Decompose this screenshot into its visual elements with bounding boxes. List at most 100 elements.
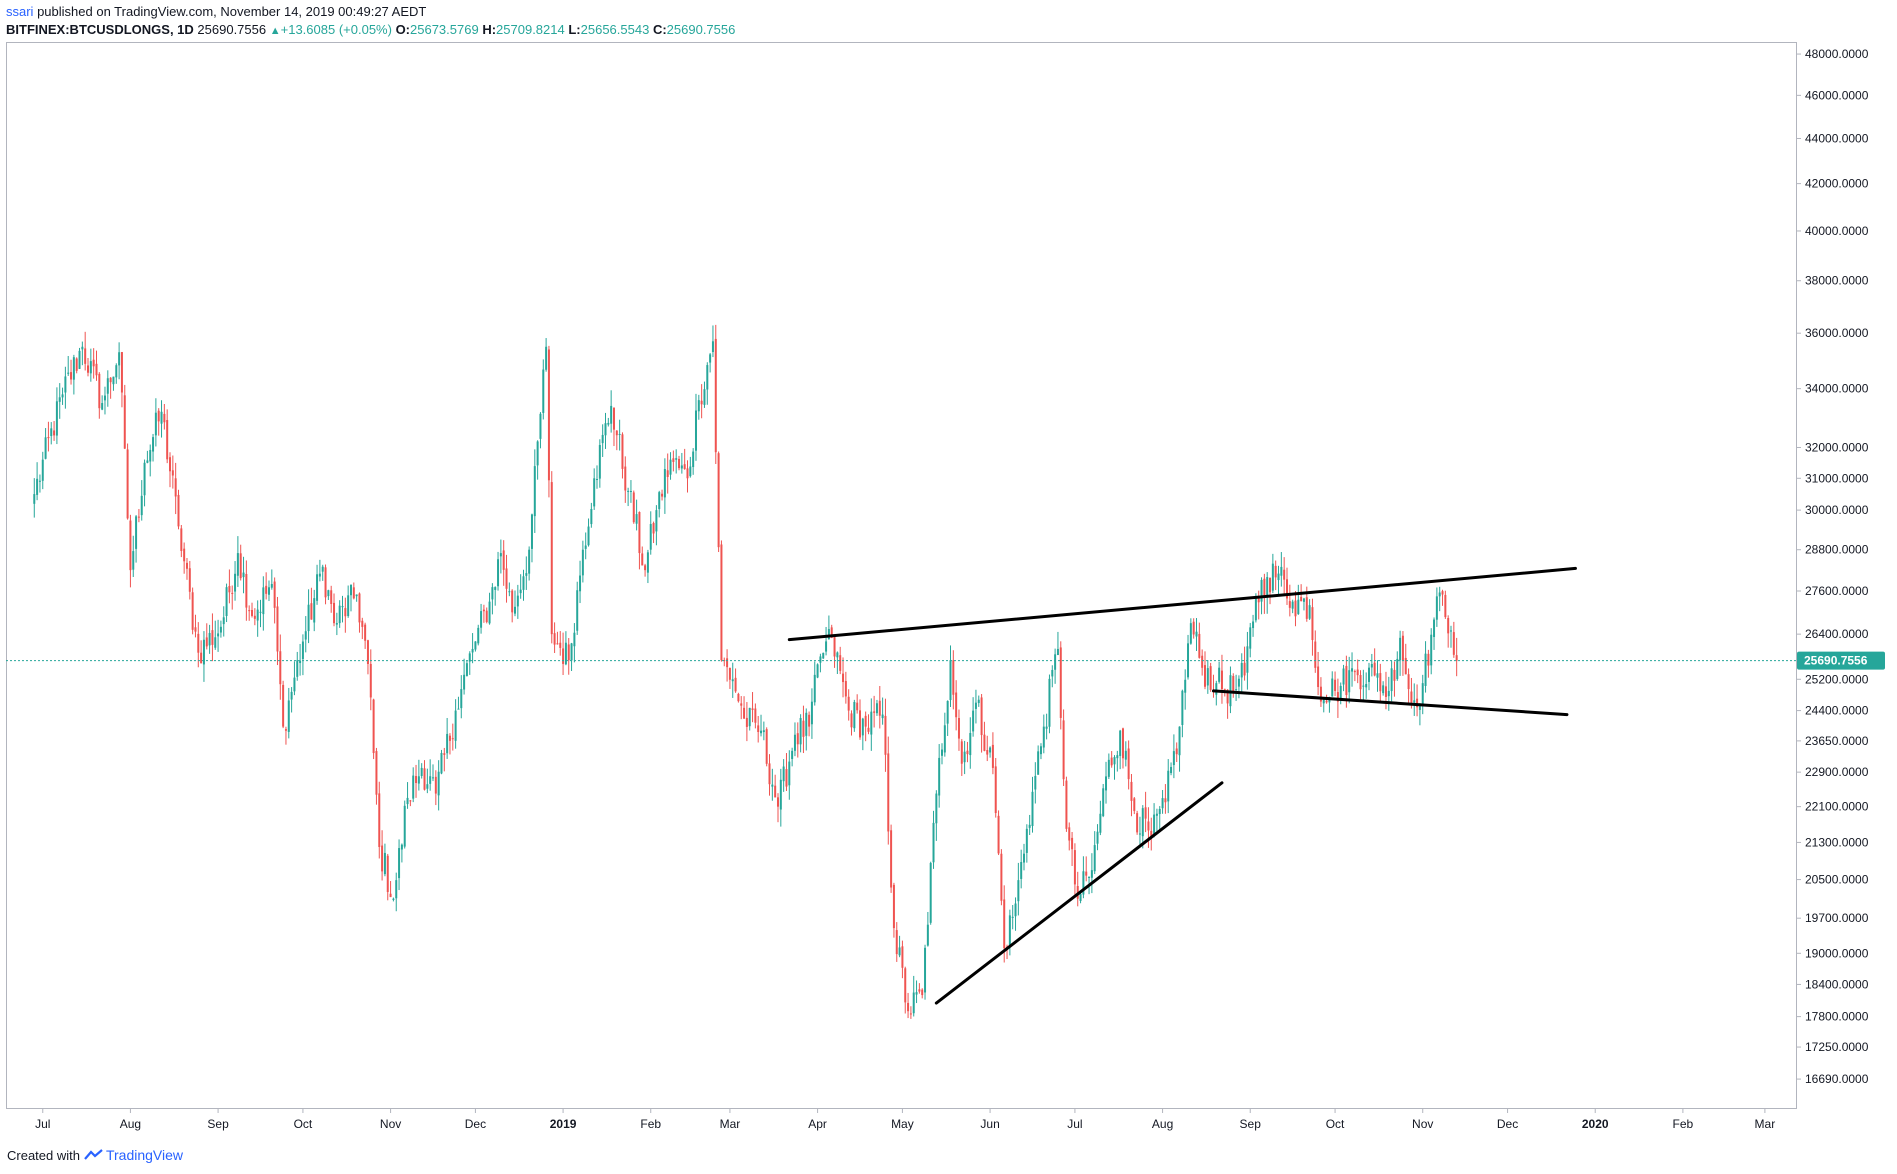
candle-body: [972, 710, 975, 732]
candle: [663, 458, 666, 514]
candle: [1280, 552, 1283, 587]
candle: [986, 735, 989, 762]
candle-body: [1339, 685, 1342, 699]
candle: [1093, 831, 1096, 875]
candle: [658, 490, 661, 518]
candle-body: [1127, 748, 1130, 780]
trendline-1[interactable]: [787, 566, 1577, 642]
time-tick-label: Jul: [1067, 1117, 1082, 1131]
time-tick-label: Mar: [720, 1117, 741, 1131]
candle: [1042, 714, 1045, 754]
candle: [1096, 824, 1099, 851]
candle: [341, 595, 344, 623]
trendline-3[interactable]: [934, 781, 1224, 1005]
candle: [1322, 697, 1325, 713]
candle-body: [522, 576, 525, 590]
candle: [276, 596, 279, 666]
candle: [171, 455, 174, 489]
candle-body: [745, 717, 748, 727]
candle: [1011, 904, 1014, 930]
candle: [392, 897, 395, 902]
candle-body: [550, 482, 553, 635]
candle: [547, 345, 550, 498]
price-tick-label: 31000.0000: [1805, 471, 1869, 485]
candle: [157, 408, 160, 436]
candle: [118, 342, 121, 380]
candle-body: [1311, 607, 1314, 641]
candle-body: [482, 609, 485, 612]
candle-body: [1263, 578, 1266, 598]
candle: [1229, 666, 1232, 714]
candle-body: [262, 587, 265, 615]
symbol-label[interactable]: BITFINEX:BTCUSDLONGS, 1D: [6, 22, 194, 37]
candle: [1201, 649, 1204, 676]
candle-body: [1164, 798, 1167, 803]
candle-body: [1218, 667, 1221, 682]
candle-body: [115, 365, 118, 378]
candle: [610, 390, 613, 433]
candle-body: [245, 573, 248, 608]
candle: [1172, 734, 1175, 779]
candle-body: [194, 627, 197, 632]
trendline-2[interactable]: [1211, 689, 1569, 717]
candle: [50, 422, 53, 445]
price-axis[interactable]: 48000.0000 46000.0000 44000.0000 42000.0000…: [1796, 47, 1869, 1086]
candle-body: [188, 568, 191, 592]
candle: [1141, 805, 1144, 849]
open-value: 25673.5769: [410, 22, 479, 37]
candle: [884, 698, 887, 772]
candle-body: [743, 707, 746, 719]
candle-body: [468, 653, 471, 662]
candle: [1189, 618, 1192, 645]
candle-body: [590, 508, 593, 525]
candle-body: [1054, 654, 1057, 670]
candle: [1181, 689, 1184, 738]
candle: [621, 432, 624, 479]
tradingview-brand[interactable]: TradingView: [84, 1147, 183, 1163]
author-link[interactable]: ssari: [6, 4, 34, 19]
candle-body: [819, 656, 822, 663]
candle-body: [1138, 833, 1141, 835]
candle-body: [1322, 699, 1325, 704]
candle-body: [873, 711, 876, 713]
candle: [443, 747, 446, 772]
candle-body: [1435, 596, 1438, 620]
candle-body: [963, 751, 966, 763]
candle: [75, 357, 78, 374]
candle: [892, 882, 895, 938]
candle-body: [1011, 916, 1014, 918]
candle: [904, 966, 907, 1014]
candle-body: [822, 652, 825, 659]
candle-body: [81, 346, 84, 350]
candle: [1274, 560, 1277, 591]
candle-body: [1376, 673, 1379, 678]
candle: [745, 702, 748, 742]
candle: [1269, 577, 1272, 605]
candle: [299, 643, 302, 676]
candle: [324, 564, 327, 605]
candle: [488, 592, 491, 625]
candle: [875, 699, 878, 716]
candle-body: [771, 784, 774, 787]
high-label: H:: [482, 22, 497, 37]
candle-body: [284, 729, 287, 731]
candle: [932, 810, 935, 869]
candle-body: [847, 696, 850, 711]
candle-body: [146, 460, 149, 463]
candle: [1376, 660, 1379, 692]
candle: [669, 452, 672, 480]
candle: [301, 634, 304, 676]
candle: [584, 532, 587, 560]
candle-body: [584, 545, 587, 549]
candle-body: [197, 633, 200, 653]
candle: [974, 689, 977, 724]
time-axis[interactable]: Jul Aug Sep Oct Nov Dec 2019 Feb Mar Apr May Jun Jul…: [35, 1108, 1775, 1131]
candle: [307, 589, 310, 644]
candle-body: [381, 845, 384, 872]
candle: [1421, 674, 1424, 715]
price-tick-label: 40000.0000: [1805, 224, 1869, 238]
candle: [234, 561, 237, 601]
candle-body: [788, 761, 791, 786]
candle-body: [1105, 776, 1108, 791]
